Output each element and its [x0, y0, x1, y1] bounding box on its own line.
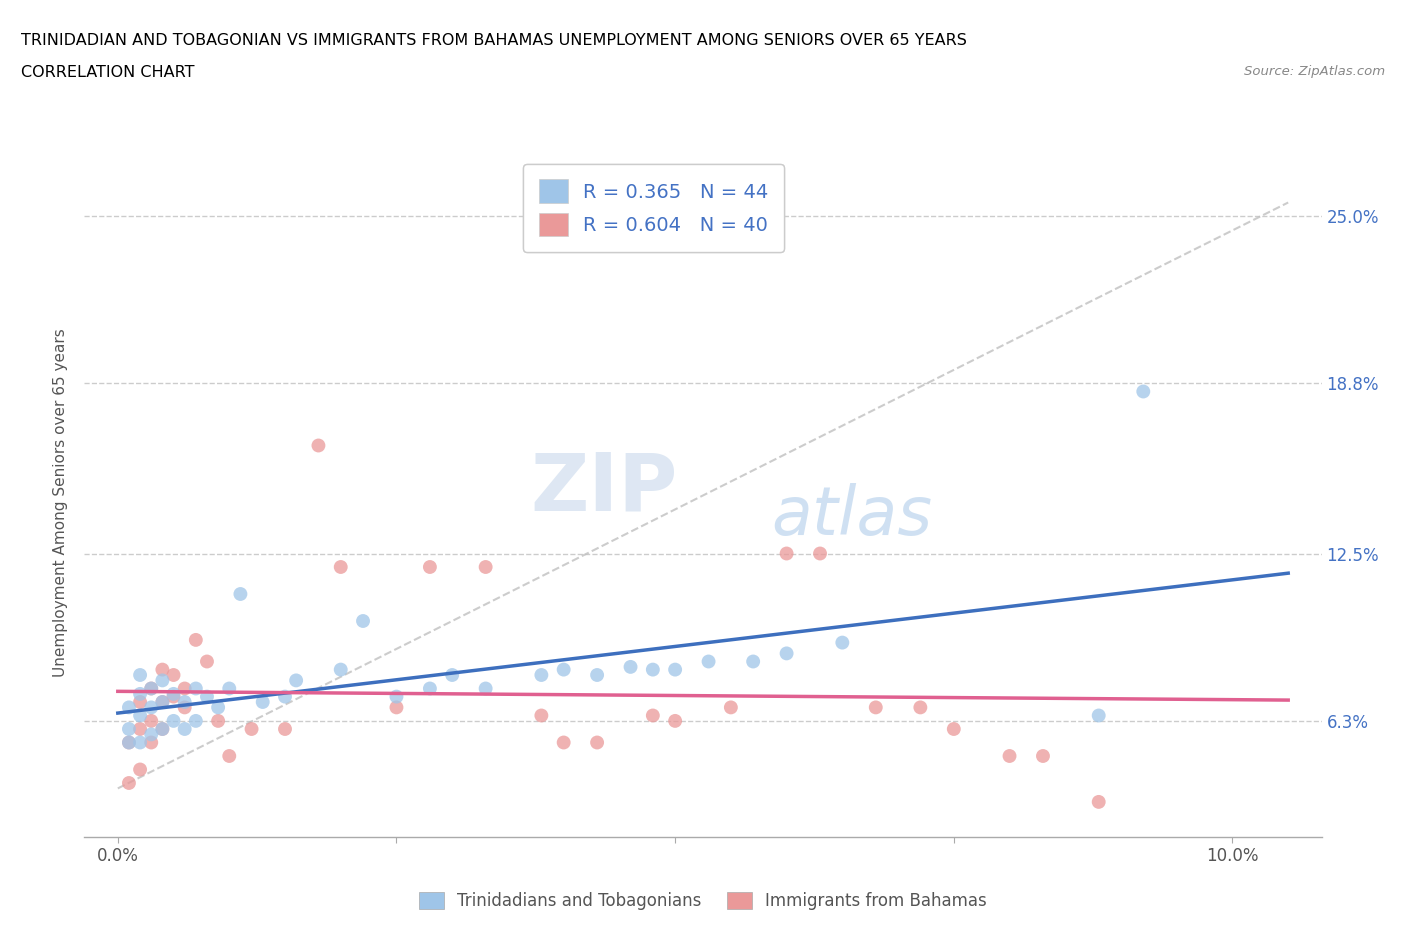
Point [697, 654, 720, 669]
Point [942, 722, 965, 737]
Point [664, 662, 686, 677]
Point [218, 681, 240, 696]
Point [530, 708, 553, 723]
Point [173, 695, 195, 710]
Point [641, 708, 664, 723]
Point [474, 560, 496, 575]
Point [252, 695, 274, 710]
Point [150, 695, 173, 710]
Point [150, 673, 173, 688]
Text: Source: ZipAtlas.com: Source: ZipAtlas.com [1244, 65, 1385, 78]
Point [150, 722, 173, 737]
Point [129, 762, 152, 777]
Point [720, 700, 742, 715]
Point [173, 681, 195, 696]
Point [118, 700, 141, 715]
Point [162, 686, 184, 701]
Point [586, 735, 609, 750]
Legend: R = 0.365   N = 44, R = 0.604   N = 40: R = 0.365 N = 44, R = 0.604 N = 40 [523, 164, 785, 252]
Point [129, 722, 152, 737]
Point [329, 662, 352, 677]
Point [831, 635, 853, 650]
Point [162, 668, 184, 683]
Point [664, 713, 686, 728]
Text: atlas: atlas [770, 483, 932, 549]
Point [1087, 794, 1109, 809]
Point [195, 689, 218, 704]
Point [998, 749, 1021, 764]
Point [240, 722, 263, 737]
Point [118, 722, 141, 737]
Point [274, 689, 297, 704]
Point [865, 700, 887, 715]
Point [162, 713, 184, 728]
Point [118, 735, 141, 750]
Text: CORRELATION CHART: CORRELATION CHART [21, 65, 194, 80]
Point [385, 689, 408, 704]
Point [229, 587, 252, 602]
Point [129, 695, 152, 710]
Point [307, 438, 329, 453]
Point [1087, 708, 1109, 723]
Point [129, 686, 152, 701]
Point [162, 689, 184, 704]
Point [173, 722, 195, 737]
Y-axis label: Unemployment Among Seniors over 65 years: Unemployment Among Seniors over 65 years [53, 328, 69, 677]
Point [129, 668, 152, 683]
Point [184, 713, 207, 728]
Point [352, 614, 374, 629]
Point [173, 700, 195, 715]
Point [141, 681, 163, 696]
Point [141, 735, 163, 750]
Point [1132, 384, 1154, 399]
Point [184, 681, 207, 696]
Point [129, 735, 152, 750]
Point [141, 681, 163, 696]
Point [742, 654, 765, 669]
Point [129, 708, 152, 723]
Point [641, 662, 664, 677]
Point [553, 735, 575, 750]
Point [586, 668, 609, 683]
Point [285, 673, 308, 688]
Point [553, 662, 575, 677]
Point [141, 700, 163, 715]
Point [530, 668, 553, 683]
Point [419, 560, 441, 575]
Point [329, 560, 352, 575]
Point [150, 722, 173, 737]
Point [441, 668, 464, 683]
Point [207, 700, 229, 715]
Point [910, 700, 932, 715]
Point [474, 681, 496, 696]
Point [141, 727, 163, 742]
Point [808, 546, 831, 561]
Point [419, 681, 441, 696]
Point [141, 713, 163, 728]
Point [150, 695, 173, 710]
Point [150, 662, 173, 677]
Point [184, 632, 207, 647]
Point [218, 749, 240, 764]
Point [274, 722, 297, 737]
Legend: Trinidadians and Tobagonians, Immigrants from Bahamas: Trinidadians and Tobagonians, Immigrants… [412, 885, 994, 917]
Point [775, 646, 797, 661]
Point [118, 735, 141, 750]
Text: TRINIDADIAN AND TOBAGONIAN VS IMMIGRANTS FROM BAHAMAS UNEMPLOYMENT AMONG SENIORS: TRINIDADIAN AND TOBAGONIAN VS IMMIGRANTS… [21, 33, 967, 47]
Text: ZIP: ZIP [530, 450, 678, 528]
Point [619, 659, 641, 674]
Point [118, 776, 141, 790]
Point [195, 654, 218, 669]
Point [1032, 749, 1054, 764]
Point [775, 546, 797, 561]
Point [207, 713, 229, 728]
Point [385, 700, 408, 715]
